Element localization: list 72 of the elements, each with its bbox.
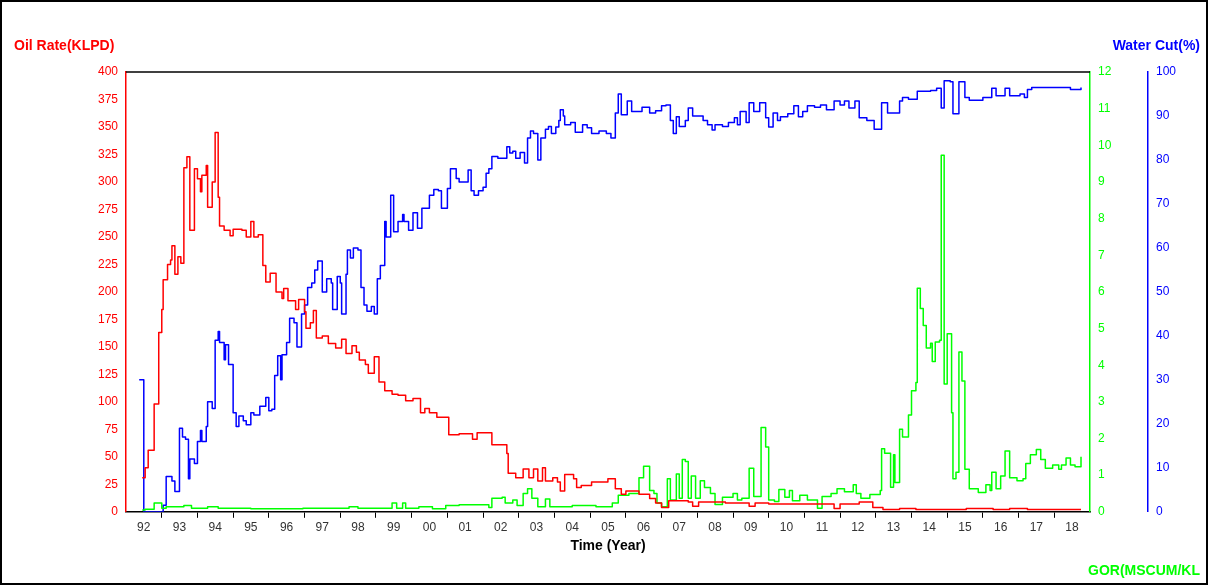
x-tick-label: 96 [279,520,294,535]
y2-tick-label: 9 [1098,174,1105,189]
y2-tick-label: 3 [1098,394,1105,409]
y2-tick-label: 1 [1098,467,1105,482]
x-tick-label: 09 [744,520,758,535]
x-tick-label: 95 [244,520,258,535]
y2-axis-title: GOR(MSCUM/KL [1088,562,1201,578]
x-tick-label: 02 [494,520,508,535]
y-tick-label: 375 [97,91,119,106]
y-tick-label: 50 [104,449,119,464]
y2-tick-label: 12 [1098,64,1112,79]
y2-tick-label: 0 [1098,504,1105,519]
y2-tick-label: 7 [1098,247,1105,262]
x-tick-label: 04 [565,520,580,535]
y2-tick-label: 6 [1098,284,1105,299]
y2-tick-label: 10 [1098,137,1112,152]
x-tick-label: 01 [458,520,473,535]
y3-tick-label: 60 [1156,240,1170,255]
x-tick-label: 98 [351,520,365,535]
x-tick-label: 99 [386,520,401,535]
y-tick-label: 25 [104,476,119,491]
y-axis-title: Oil Rate(KLPD) [14,37,115,53]
x-tick-label: 94 [208,520,223,535]
y-tick-label: 400 [97,64,119,79]
x-tick-label: 00 [422,520,437,535]
y3-tick-label: 70 [1156,196,1170,211]
x-tick-label: 08 [708,520,723,535]
x-tick-label: 12 [851,520,865,535]
x-tick-label: 10 [779,520,794,535]
y3-tick-label: 20 [1156,416,1170,431]
y2-tick-label: 2 [1098,430,1105,445]
y-tick-label: 125 [97,366,119,381]
x-tick-label: 97 [315,520,330,535]
y-tick-label: 150 [97,339,119,354]
y-tick-label: 200 [97,284,119,299]
y2-tick-label: 11 [1098,100,1111,115]
y3-tick-label: 100 [1156,64,1177,79]
x-tick-label: 05 [601,520,615,535]
x-tick-label: 92 [137,520,151,535]
x-tick-label: 16 [993,520,1008,535]
y3-tick-label: 30 [1156,372,1170,387]
y3-tick-label: 50 [1156,284,1170,299]
y-tick-label: 250 [97,229,119,244]
y2-tick-label: 4 [1098,357,1105,372]
x-tick-label: 17 [1029,520,1044,535]
y3-tick-label: 80 [1156,152,1170,167]
x-tick-label: 13 [886,520,901,535]
x-tick-label: 06 [636,520,651,535]
y3-tick-label: 0 [1156,504,1163,519]
y-tick-label: 350 [97,119,119,134]
x-tick-label: 93 [172,520,187,535]
y-tick-label: 0 [111,504,119,519]
y-tick-label: 300 [97,174,119,189]
x-tick-label: 15 [958,520,972,535]
x-tick-label: 11 [815,520,829,535]
y2-tick-label: 8 [1098,210,1105,225]
y3-tick-label: 10 [1156,460,1170,475]
y2-tick-label: 5 [1098,320,1105,335]
x-tick-label: 18 [1065,520,1080,535]
x-tick-label: 07 [672,520,687,535]
y-tick-label: 100 [97,394,119,409]
y-tick-label: 225 [97,256,119,271]
y3-tick-label: 90 [1156,108,1170,123]
y3-tick-label: 40 [1156,328,1170,343]
y-tick-label: 275 [97,201,119,216]
x-tick-label: 14 [922,520,937,535]
y-tick-label: 175 [97,311,119,326]
y-tick-label: 325 [97,146,119,161]
x-axis-title: Time (Year) [570,537,646,554]
y3-axis-title: Water Cut(%) [1112,37,1200,53]
y-tick-label: 75 [104,421,119,436]
x-tick-label: 03 [529,520,544,535]
